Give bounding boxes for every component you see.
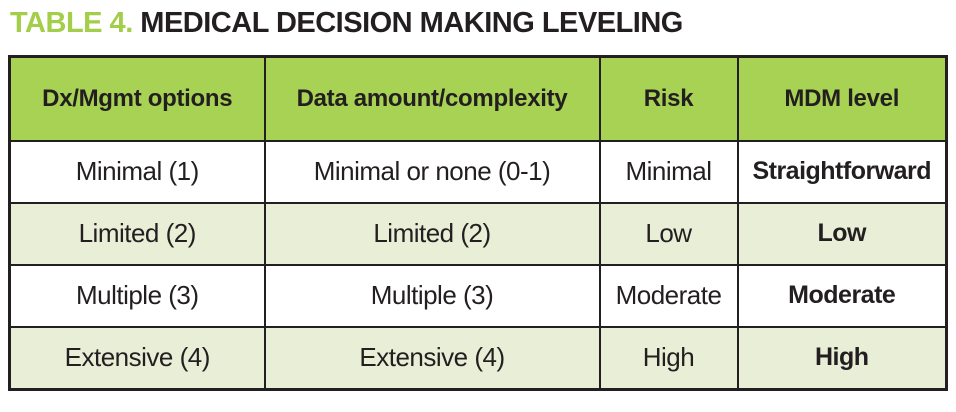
cell-mdm-level: Moderate (736, 263, 948, 328)
table-row-high: Extensive (4) Extensive (4) High High (8, 325, 948, 391)
cell-data-amount: Minimal or none (0-1) (263, 139, 601, 204)
table-title-text: MEDICAL DECISION MAKING LEVELING (132, 7, 683, 39)
header-cell-risk: Risk (598, 55, 739, 142)
cell-data-amount: Extensive (4) (263, 325, 601, 391)
table-row-straightforward: Minimal (1) Minimal or none (0-1) Minima… (8, 139, 948, 204)
cell-risk: Moderate (598, 263, 739, 328)
table-number-label: TABLE 4. (10, 7, 133, 39)
cell-dx-options: Limited (2) (8, 201, 266, 266)
cell-mdm-level: Low (736, 201, 948, 266)
header-cell-data-amount-complexity: Data amount/complexity (263, 55, 601, 142)
cell-dx-options: Minimal (1) (8, 139, 266, 204)
cell-risk: Low (598, 201, 739, 266)
cell-dx-options: Extensive (4) (8, 325, 266, 391)
table-row-low: Limited (2) Limited (2) Low Low (8, 201, 948, 266)
page-title: TABLE 4. MEDICAL DECISION MAKING LEVELIN… (10, 7, 948, 40)
header-cell-mdm-level: MDM level (736, 55, 948, 142)
table-row-moderate: Multiple (3) Multiple (3) Moderate Moder… (8, 263, 948, 328)
cell-dx-options: Multiple (3) (8, 263, 266, 328)
cell-data-amount: Limited (2) (263, 201, 601, 266)
cell-mdm-level: High (736, 325, 948, 391)
header-cell-dx-mgmt-options: Dx/Mgmt options (8, 55, 266, 142)
cell-risk: Minimal (598, 139, 739, 204)
header-row: Dx/Mgmt options Data amount/complexity R… (8, 55, 948, 142)
cell-risk: High (598, 325, 739, 391)
cell-mdm-level: Straightforward (736, 139, 948, 204)
cell-data-amount: Multiple (3) (263, 263, 601, 328)
mdm-leveling-table: Dx/Mgmt options Data amount/complexity R… (8, 54, 948, 391)
